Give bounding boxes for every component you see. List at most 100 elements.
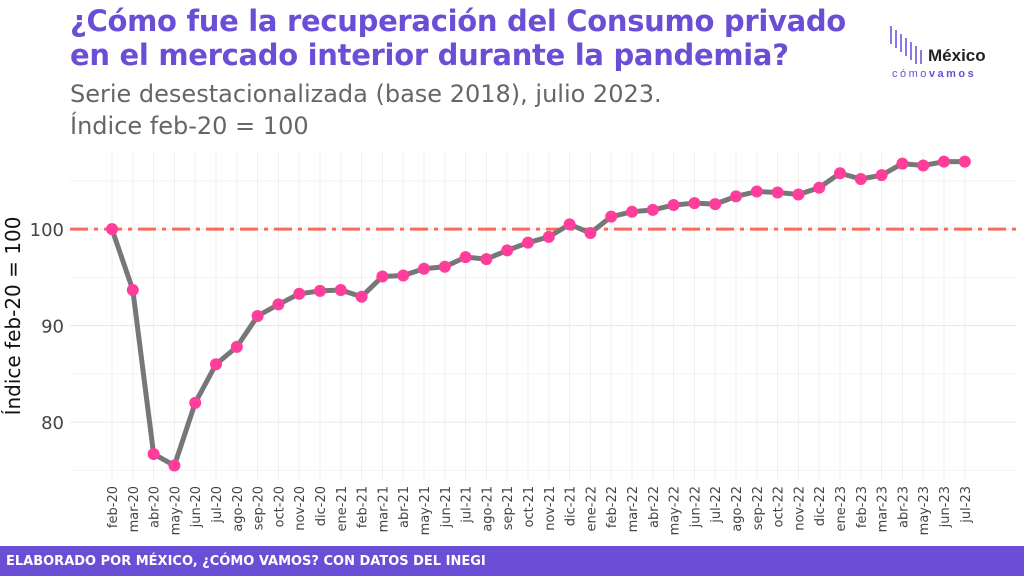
data-point (168, 459, 181, 472)
x-tick-label: may-23 (917, 486, 932, 535)
data-point (147, 447, 160, 460)
data-point (917, 159, 930, 172)
x-tick-label: feb-23 (855, 486, 870, 528)
logo-tagline: cómovamos (892, 68, 976, 80)
y-tick-label: 80 (41, 413, 64, 434)
data-point (834, 167, 846, 180)
subtitle-line-2: Índice feb-20 = 100 (70, 112, 309, 140)
x-tick-label: dic-22 (813, 486, 828, 526)
x-tick-label: jul-23 (959, 486, 974, 524)
x-tick-label: sep-21 (501, 486, 516, 530)
data-point (605, 210, 618, 223)
data-point (459, 251, 472, 264)
data-point (480, 253, 493, 266)
x-tick-label: ene-23 (834, 486, 849, 531)
data-point (438, 260, 451, 273)
data-point (251, 310, 264, 322)
footer-bar: ELABORADO POR MÉXICO, ¿CÓMO VAMOS? CON D… (0, 546, 1024, 576)
x-tick-label: sep-20 (252, 486, 267, 530)
data-point (584, 227, 597, 240)
data-point (272, 298, 285, 311)
x-tick-label: nov-22 (792, 486, 807, 531)
logo-tagline-light: cómo (892, 68, 929, 80)
x-tick-label: mar-23 (876, 486, 891, 532)
title-line-2: en el mercado interior durante la pandem… (70, 38, 789, 72)
data-point (792, 188, 805, 201)
x-tick-label: jul-20 (210, 486, 225, 524)
footer-credit: ELABORADO POR MÉXICO, ¿CÓMO VAMOS? CON D… (6, 554, 486, 569)
x-tick-label: jun-21 (439, 486, 454, 528)
data-point (958, 155, 971, 168)
x-tick-label: nov-21 (543, 486, 558, 531)
x-tick-label: dic-21 (564, 486, 579, 526)
data-point (563, 218, 576, 231)
data-point (501, 244, 514, 257)
data-point (293, 287, 306, 300)
x-tick-label: jun-22 (688, 486, 703, 528)
x-tick-label: mar-22 (626, 486, 641, 532)
data-point (355, 290, 368, 303)
data-point (938, 155, 950, 168)
x-tick-label: oct-22 (772, 486, 787, 527)
data-point (397, 269, 410, 282)
y-axis-label: Índice feb-20 = 100 (1, 217, 25, 416)
x-tick-label: oct-21 (522, 486, 537, 527)
x-tick-label: sep-22 (751, 486, 766, 530)
data-point (709, 198, 722, 211)
x-tick-label: feb-20 (106, 486, 121, 528)
series-line (109, 159, 968, 469)
data-point (314, 284, 326, 297)
data-point (813, 181, 826, 194)
data-point (646, 203, 659, 216)
data-point (626, 205, 638, 218)
mexico-como-vamos-logo: México cómovamos (888, 24, 1018, 84)
data-point (189, 396, 202, 409)
x-tick-label: jun-20 (189, 486, 204, 528)
x-tick-label: abr-21 (397, 486, 412, 528)
data-point (126, 283, 139, 296)
y-tick-label: 90 (41, 317, 64, 338)
data-point (896, 157, 909, 170)
x-tick-label: ago-20 (231, 486, 246, 532)
x-tick-label: abr-20 (148, 486, 163, 528)
x-tick-label: abr-22 (647, 486, 662, 528)
x-tick-label: may-22 (668, 486, 683, 535)
x-tick-label: jul-21 (460, 486, 475, 524)
data-point (875, 169, 888, 182)
x-tick-label: feb-22 (605, 486, 620, 528)
data-point (730, 190, 742, 203)
x-tick-label: nov-20 (293, 486, 308, 531)
x-tick-label: feb-21 (356, 486, 371, 528)
data-point (688, 197, 701, 210)
data-point (106, 223, 118, 236)
data-point (750, 185, 763, 198)
chart-subtitle: Serie desestacionalizada (base 2018), ju… (70, 78, 662, 142)
x-tick-label: may-20 (168, 486, 183, 535)
logo-word: México (928, 46, 986, 65)
data-point (771, 186, 784, 199)
x-tick-label: may-21 (418, 486, 433, 535)
x-tick-label: ene-21 (335, 486, 350, 531)
logo-bars-icon (890, 26, 922, 64)
data-point (210, 358, 222, 371)
subtitle-line-1: Serie desestacionalizada (base 2018), ju… (70, 80, 662, 108)
data-point (522, 236, 534, 249)
data-point (542, 230, 555, 243)
data-point (334, 283, 347, 296)
x-tick-label: ago-22 (730, 486, 745, 532)
x-tick-label: mar-21 (376, 486, 391, 532)
x-tick-label: abr-23 (896, 486, 911, 528)
chart-title: ¿Cómo fue la recuperación del Consumo pr… (70, 4, 870, 72)
y-tick-label: 100 (30, 220, 64, 241)
x-tick-label: oct-20 (272, 486, 287, 527)
x-tick-label: dic-20 (314, 486, 329, 526)
x-tick-label: ago-21 (480, 486, 495, 532)
x-tick-label: mar-20 (127, 486, 142, 532)
x-tick-label: jul-22 (709, 486, 724, 524)
data-point (230, 340, 243, 353)
title-line-1: ¿Cómo fue la recuperación del Consumo pr… (70, 4, 846, 38)
x-tick-label: ene-22 (584, 486, 599, 531)
x-tick-label: jun-23 (938, 486, 953, 528)
logo-tagline-bold: vamos (928, 68, 977, 80)
